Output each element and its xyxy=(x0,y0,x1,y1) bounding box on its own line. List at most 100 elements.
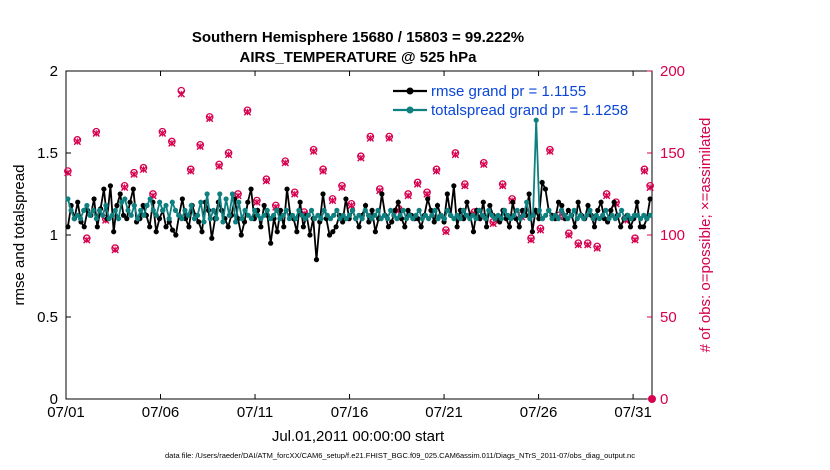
spread-point xyxy=(463,212,470,218)
rmse-point xyxy=(300,224,306,230)
y-axis-left-ticks: 0 0.5 1 1.5 2 xyxy=(37,63,71,408)
obs-assimilated-point xyxy=(574,241,582,249)
spread-point xyxy=(489,212,495,218)
obs-assimilated-point xyxy=(536,226,545,234)
rmse-point xyxy=(555,199,562,205)
obs-assimilated-point xyxy=(640,167,649,175)
spread-point xyxy=(248,216,255,222)
spread-point xyxy=(239,216,245,222)
rmse-point xyxy=(186,224,192,230)
spread-point xyxy=(201,219,207,225)
spread-point xyxy=(163,202,169,209)
spread-point xyxy=(476,207,482,213)
rmse-point xyxy=(425,196,431,202)
y-axis-right-label: # of obs: o=possible; ×=assimilated xyxy=(697,118,714,353)
rmse-point xyxy=(379,191,385,197)
spread-point xyxy=(527,216,533,222)
spread-point xyxy=(603,207,609,213)
y-right-tick-label: 150 xyxy=(660,145,685,162)
obs-assimilated-point xyxy=(319,167,327,175)
obs-assimilated-point xyxy=(177,90,186,98)
rmse-point xyxy=(510,199,516,205)
rmse-point xyxy=(140,202,146,209)
rmse-point xyxy=(627,224,634,230)
spread-point xyxy=(182,207,188,213)
spread-point xyxy=(77,216,84,222)
x-tick-label: 07/31 xyxy=(614,404,652,421)
obs-assimilated-point xyxy=(168,139,176,147)
spread-point xyxy=(501,207,508,213)
spread-point xyxy=(65,196,71,202)
spread-point xyxy=(647,212,653,218)
spread-point xyxy=(229,191,236,197)
obs-assimilated-point xyxy=(253,198,261,206)
spread-point xyxy=(625,212,631,218)
rmse-point xyxy=(533,207,539,213)
y-right-tick-label: 50 xyxy=(660,309,677,326)
obs-assimilated-point xyxy=(413,180,422,188)
rmse-point xyxy=(454,224,460,230)
spread-point xyxy=(261,212,267,218)
obs-assimilated-point xyxy=(262,177,271,185)
spread-point xyxy=(277,216,283,222)
spread-point xyxy=(568,212,574,218)
spread-point xyxy=(438,212,444,218)
y-left-tick-label: 0.5 xyxy=(37,309,58,326)
rmse-point xyxy=(464,199,470,205)
spread-point xyxy=(388,207,394,213)
legend-rmse-label: rmse grand pr = 1.1155 xyxy=(431,83,586,100)
plot-area xyxy=(65,70,653,400)
rmse-point xyxy=(101,186,107,192)
spread-point xyxy=(350,207,356,213)
rmse-point xyxy=(647,196,653,202)
spread-point xyxy=(638,216,644,222)
obs-assimilated-point xyxy=(498,182,507,190)
rmse-point xyxy=(209,235,215,241)
spread-point xyxy=(482,216,489,222)
rmse-point xyxy=(480,199,486,205)
spread-point xyxy=(577,212,584,218)
spread-point xyxy=(546,207,552,213)
rmse-point xyxy=(153,229,159,235)
spread-point xyxy=(552,212,558,218)
spread-point xyxy=(232,219,239,225)
obs-assimilated-point xyxy=(646,183,654,192)
rmse-point xyxy=(94,224,100,230)
spread-point xyxy=(365,212,372,218)
spread-point xyxy=(457,216,463,222)
spread-point xyxy=(134,216,141,222)
obs-assimilated-point xyxy=(404,191,412,200)
rmse-point xyxy=(542,186,549,192)
x-tick-label: 07/11 xyxy=(237,404,273,421)
spread-point xyxy=(530,212,536,218)
spread-point xyxy=(435,216,441,222)
rmse-point xyxy=(618,224,624,230)
spread-point xyxy=(514,207,520,213)
spread-point xyxy=(68,207,74,213)
spread-point xyxy=(179,216,185,222)
rmse-point xyxy=(405,207,411,213)
spread-point xyxy=(508,216,514,222)
rmse-point xyxy=(320,191,326,197)
spread-point xyxy=(242,207,248,213)
spread-point xyxy=(584,212,590,218)
rmse-point xyxy=(392,207,398,213)
spread-point xyxy=(343,216,349,222)
rmse-point xyxy=(595,207,601,213)
spread-point xyxy=(492,216,498,222)
spread-point xyxy=(353,216,359,222)
spread-point xyxy=(286,216,292,222)
rmse-point xyxy=(330,229,336,235)
rmse-point xyxy=(470,229,477,235)
spread-point xyxy=(283,207,289,213)
spread-point xyxy=(562,212,568,218)
x-axis-label: Jul.01,2011 00:00:00 start xyxy=(272,428,445,445)
spread-point xyxy=(166,216,172,222)
rmse-point xyxy=(343,196,349,202)
spread-point xyxy=(147,196,153,202)
spread-point xyxy=(71,216,77,222)
spread-point xyxy=(565,216,571,222)
spread-point xyxy=(384,216,391,222)
rmse-point xyxy=(591,224,598,230)
spread-point xyxy=(334,207,340,213)
